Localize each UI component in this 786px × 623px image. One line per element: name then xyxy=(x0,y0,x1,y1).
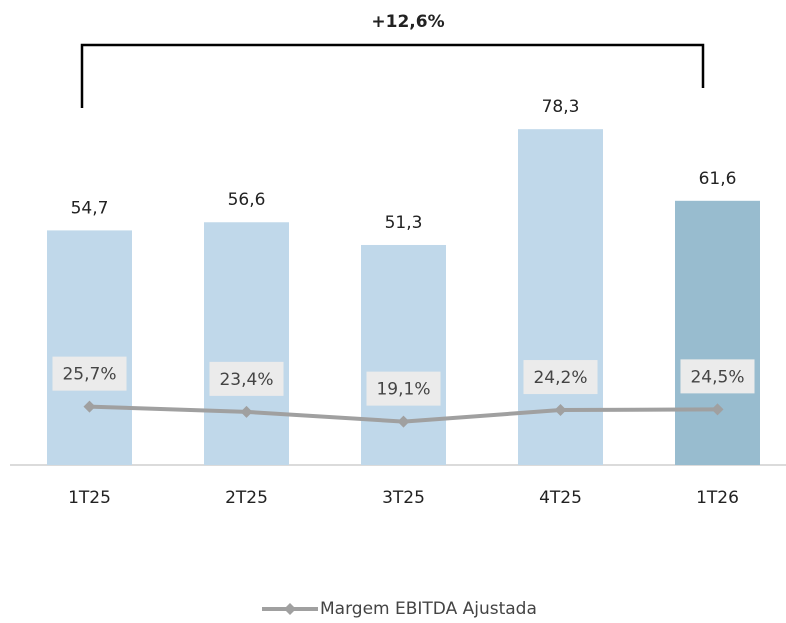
value-label: 61,6 xyxy=(699,169,737,189)
x-tick-label: 3T25 xyxy=(382,488,425,508)
marker xyxy=(554,404,567,417)
value-label: 24,5% xyxy=(690,367,744,387)
x-tick-label: 1T26 xyxy=(696,488,739,508)
label-box xyxy=(680,359,755,394)
bar xyxy=(361,244,446,465)
legend-marker xyxy=(284,603,296,615)
bracket xyxy=(80,43,705,108)
value-label: 51,3 xyxy=(385,213,423,233)
value-label: 23,4% xyxy=(219,370,273,390)
value-label: 19,1% xyxy=(376,380,430,400)
bar xyxy=(47,230,132,465)
label-box xyxy=(366,371,441,406)
label-box xyxy=(209,361,284,396)
annotation: +12,6% xyxy=(371,12,444,32)
value-label: 54,7 xyxy=(71,198,109,218)
bar xyxy=(204,222,289,465)
marker xyxy=(711,403,724,416)
legend-label: Margem EBITDA Ajustada xyxy=(320,599,537,619)
value-label: 78,3 xyxy=(542,97,580,117)
value-label: 56,6 xyxy=(228,190,266,210)
bar xyxy=(675,200,760,465)
label-box xyxy=(523,360,598,395)
marker xyxy=(240,405,253,418)
label-box xyxy=(52,356,127,391)
marker xyxy=(397,415,410,428)
x-tick-label: 2T25 xyxy=(225,488,268,508)
value-label: 24,2% xyxy=(533,368,587,388)
x-tick-label: 1T25 xyxy=(68,488,111,508)
value-label: 25,7% xyxy=(62,365,116,385)
x-tick-label: 4T25 xyxy=(539,488,582,508)
marker xyxy=(83,400,96,413)
